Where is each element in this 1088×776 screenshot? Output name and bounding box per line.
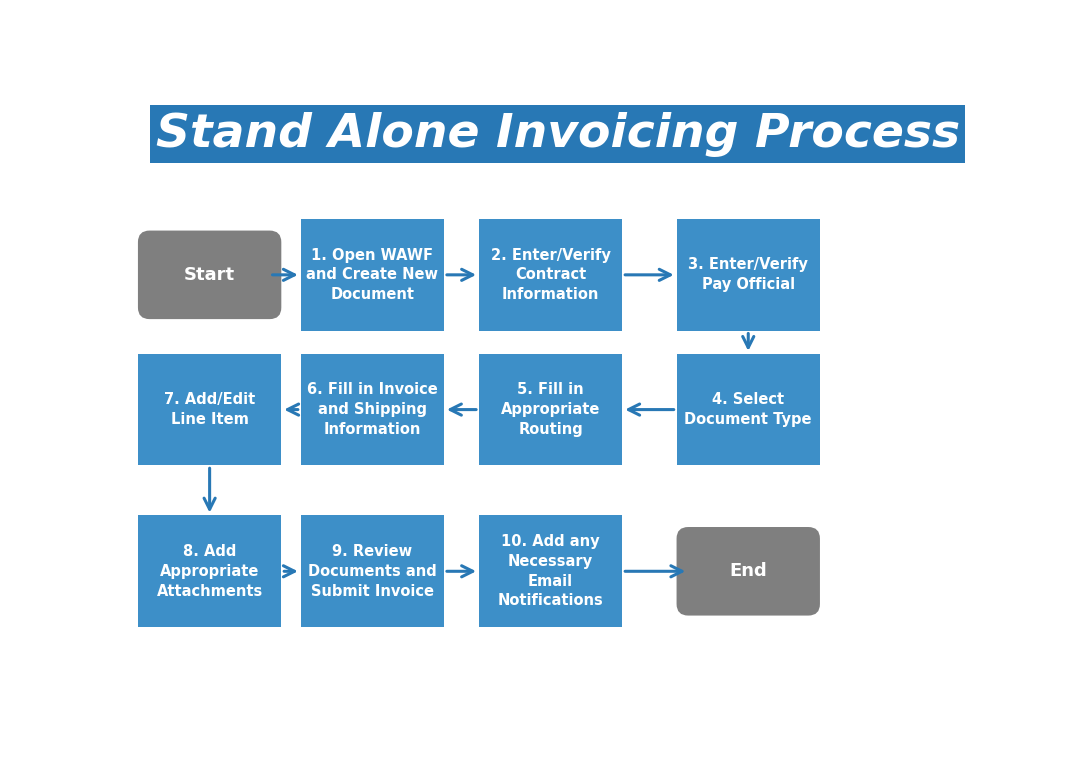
Text: 7. Add/Edit
Line Item: 7. Add/Edit Line Item	[164, 392, 256, 427]
Text: 9. Review
Documents and
Submit Invoice: 9. Review Documents and Submit Invoice	[308, 544, 436, 598]
FancyBboxPatch shape	[677, 527, 820, 615]
FancyBboxPatch shape	[677, 219, 820, 331]
Text: Stand Alone Invoicing Process: Stand Alone Invoicing Process	[156, 112, 960, 157]
FancyBboxPatch shape	[138, 230, 282, 319]
FancyBboxPatch shape	[138, 515, 282, 627]
FancyBboxPatch shape	[300, 219, 444, 331]
Text: 8. Add
Appropriate
Attachments: 8. Add Appropriate Attachments	[157, 544, 262, 598]
Text: Start: Start	[184, 266, 235, 284]
FancyBboxPatch shape	[479, 515, 622, 627]
Text: 10. Add any
Necessary
Email
Notifications: 10. Add any Necessary Email Notification…	[497, 534, 604, 608]
Text: 1. Open WAWF
and Create New
Document: 1. Open WAWF and Create New Document	[307, 248, 438, 302]
Text: End: End	[729, 563, 767, 580]
Text: 6. Fill in Invoice
and Shipping
Information: 6. Fill in Invoice and Shipping Informat…	[307, 383, 437, 437]
Text: 5. Fill in
Appropriate
Routing: 5. Fill in Appropriate Routing	[500, 383, 601, 437]
FancyBboxPatch shape	[300, 515, 444, 627]
Text: 3. Enter/Verify
Pay Official: 3. Enter/Verify Pay Official	[689, 258, 808, 293]
FancyBboxPatch shape	[138, 354, 282, 466]
FancyBboxPatch shape	[479, 219, 622, 331]
FancyBboxPatch shape	[150, 106, 965, 163]
Text: 2. Enter/Verify
Contract
Information: 2. Enter/Verify Contract Information	[491, 248, 610, 302]
FancyBboxPatch shape	[479, 354, 622, 466]
FancyBboxPatch shape	[300, 354, 444, 466]
FancyBboxPatch shape	[677, 354, 820, 466]
Text: 4. Select
Document Type: 4. Select Document Type	[684, 392, 812, 427]
